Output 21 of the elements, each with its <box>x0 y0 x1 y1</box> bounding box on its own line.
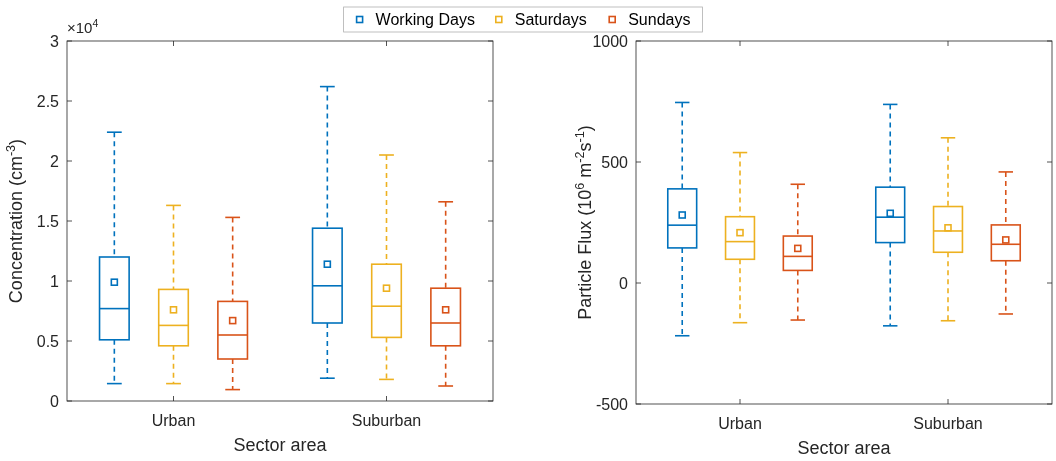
y-tick-label: 2.5 <box>36 92 60 110</box>
y-tick-label: 1 <box>50 272 60 290</box>
legend-label: Working Days <box>375 11 475 29</box>
legend-label: Saturdays <box>514 11 587 29</box>
x-tick-label: Urban <box>151 412 196 429</box>
text: ×10$^{4}$ <box>67 17 99 36</box>
y-tick-label: 0 <box>619 274 629 292</box>
y-tick-label: 1000 <box>592 32 629 50</box>
x-axis-title: Sector area <box>233 435 328 455</box>
y-tick-label: 2 <box>50 152 60 170</box>
y-tick-label: 0 <box>50 392 60 410</box>
x-tick-label: Suburban <box>351 412 422 429</box>
y-tick-label: 3 <box>50 32 60 50</box>
x-tick-label: Urban <box>718 415 762 432</box>
y-tick-label: -500 <box>595 395 629 413</box>
legend-label: Sundays <box>628 11 691 29</box>
y-tick-label: 500 <box>601 153 629 171</box>
y-tick-label: 1.5 <box>36 212 60 230</box>
y-tick-label: 0.5 <box>36 332 60 350</box>
x-tick-label: Suburban <box>913 415 983 432</box>
x-axis-title: Sector area <box>797 438 892 458</box>
